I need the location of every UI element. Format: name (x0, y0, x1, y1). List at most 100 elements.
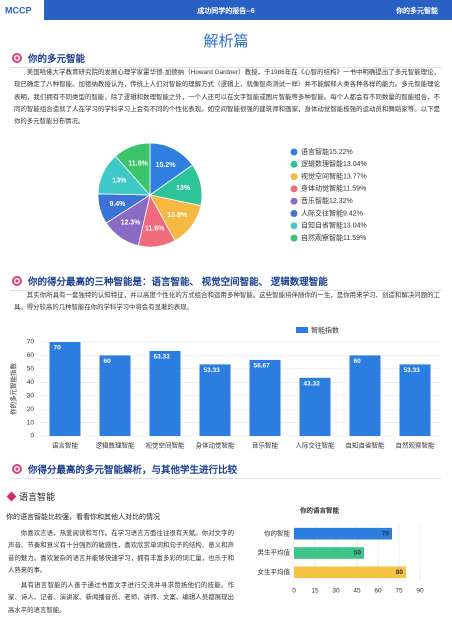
pie-label: 11.6% (145, 225, 165, 232)
bar-value-label: 70 (54, 345, 62, 352)
chart-title: 你的语言智能 (299, 506, 340, 515)
bar (299, 377, 331, 436)
y-tick-label: 你的智能 (264, 528, 291, 537)
bar (294, 566, 406, 579)
legend-label: 身体动觉智能11.59% (301, 184, 366, 193)
bar (49, 342, 81, 436)
legend-label: 智能指数 (311, 325, 339, 334)
legend-swatch (290, 222, 298, 230)
bar (149, 350, 181, 436)
legend-label: 自然观察智能11.59% (301, 233, 366, 242)
logo: MCCP (5, 5, 32, 15)
lead: 你的语言智能比较强，看看你和其他人对比的情况 (6, 514, 160, 521)
legend-label: 音乐智能12.32% (301, 196, 353, 205)
legend-label: 逻辑数理智能13.04% (301, 159, 367, 168)
x-tick-label: 人际交往智能 (296, 441, 336, 450)
x-tick-label: 90 (416, 588, 424, 595)
pie-label: 12.3% (121, 219, 142, 226)
x-tick-label: 0 (292, 588, 296, 595)
bar-value-label: 53.33 (404, 367, 421, 374)
y-tick-label: 20 (27, 406, 35, 413)
x-tick-label: 45 (353, 588, 361, 595)
heading-icon (12, 464, 22, 474)
bar-value-label: 80 (396, 569, 404, 576)
x-tick-label: 身体动觉智能 (196, 441, 236, 450)
paragraph: 其实你所具有一套独特的认知特征，并以高度个性化的方式组合和运用多种智能。这些智能… (14, 292, 440, 312)
header-bar (0, 0, 452, 20)
x-tick-label: 30 (332, 588, 340, 595)
bar-value-label: 56.67 (254, 363, 271, 370)
bar (199, 364, 231, 436)
legend-label: 自知自省智能13.04% (301, 221, 367, 230)
bar-value-label: 50 (354, 550, 362, 557)
pie-label: 13% (176, 185, 191, 192)
subheading: 语言智能 (6, 490, 55, 503)
x-tick-label: 视觉空间智能 (146, 441, 186, 450)
paragraph: 你喜欢言语，热爱阅读和写作。在学习语言方面往往很有天赋。你对文字的声音、节奏和意… (8, 530, 234, 574)
pie-slice (149, 142, 194, 196)
bar-value-label: 60 (104, 358, 112, 365)
section-heading: 你的得分最高的三种智能是：语言智能、 视觉空间智能、 逻辑数理智能 (10, 274, 442, 291)
bar (294, 547, 364, 559)
paragraph: 具有语言智能的人善于通过书面文字进行交流并寻求赞扬他们的技能。作家、诗人、记者、… (8, 582, 234, 614)
x-tick-label: 逻辑数理智能 (96, 441, 136, 450)
pie-label: 15.2% (156, 162, 177, 169)
bar (249, 359, 281, 436)
x-tick-label: 语言智能 (52, 441, 79, 450)
subheading-text: 语言智能 (19, 492, 56, 502)
bar-value-label: 43.33 (304, 381, 321, 388)
bar-value-label: 63.33 (154, 354, 171, 361)
bar (349, 355, 381, 436)
bar-value-label: 60 (354, 358, 362, 365)
legend-label: 视觉空间智能13.77% (301, 171, 367, 180)
pie-label: 11.6% (128, 160, 148, 167)
legend-swatch (290, 234, 298, 242)
pie-label: 9.4% (109, 201, 126, 208)
subheading-icon (6, 491, 17, 502)
page-title: 解析篇 (203, 33, 249, 50)
x-tick-label: 60 (374, 588, 382, 595)
legend-swatch (290, 173, 298, 181)
x-tick-label: 15 (311, 588, 319, 595)
section-heading: 你的多元智能 (10, 51, 442, 68)
legend-swatch (290, 197, 298, 205)
y-tick-label: 40 (27, 379, 35, 386)
legend-label: 人际交往智能9.42% (301, 208, 363, 217)
header-right: 你的多元智能 (396, 8, 438, 15)
legend-swatch (296, 327, 308, 333)
heading-icon (12, 276, 22, 286)
y-tick-label: 30 (27, 392, 35, 399)
y-tick-label: 60 (27, 352, 35, 359)
paragraph: 美国哈佛大学教育研究院的发展心理学家霍华德·加德纳（Howard Gardner… (14, 69, 440, 126)
pie-slice (114, 142, 151, 197)
x-tick-label: 音乐智能 (252, 441, 279, 450)
legend-swatch (290, 185, 298, 193)
bar (399, 364, 431, 436)
x-tick-label: 自然观察智能 (396, 441, 436, 450)
pie-label: 13.8% (167, 212, 188, 219)
bar (99, 355, 131, 436)
x-tick-label: 自知自省智能 (346, 441, 386, 450)
bar (294, 527, 392, 540)
bar-value-label: 70 (382, 530, 390, 537)
y-tick-label: 男生平均值 (258, 548, 291, 557)
y-tick-label: 女生平均值 (258, 567, 291, 576)
heading-text: 你的多元智能 (28, 54, 86, 65)
heading-text: 你得分最高的多元智能解析，与其他学生进行比较 (28, 465, 238, 476)
legend-swatch (290, 148, 298, 156)
legend-swatch (290, 210, 298, 217)
heading-icon (12, 53, 22, 63)
y-tick-label: 10 (27, 419, 35, 426)
section-heading: 你得分最高的多元智能解析，与其他学生进行比较 (10, 462, 442, 479)
y-axis-label: 你的多元智能指数 (9, 363, 18, 416)
y-tick-label: 0 (30, 433, 34, 440)
pie-label: 13% (112, 178, 127, 185)
legend-swatch (290, 160, 298, 168)
y-tick-label: 70 (27, 339, 35, 346)
logo-box (0, 0, 44, 20)
x-tick-label: 75 (395, 588, 403, 595)
header-center: 成功同学的报告--6 (197, 8, 255, 15)
bar-value-label: 53.33 (204, 367, 221, 374)
